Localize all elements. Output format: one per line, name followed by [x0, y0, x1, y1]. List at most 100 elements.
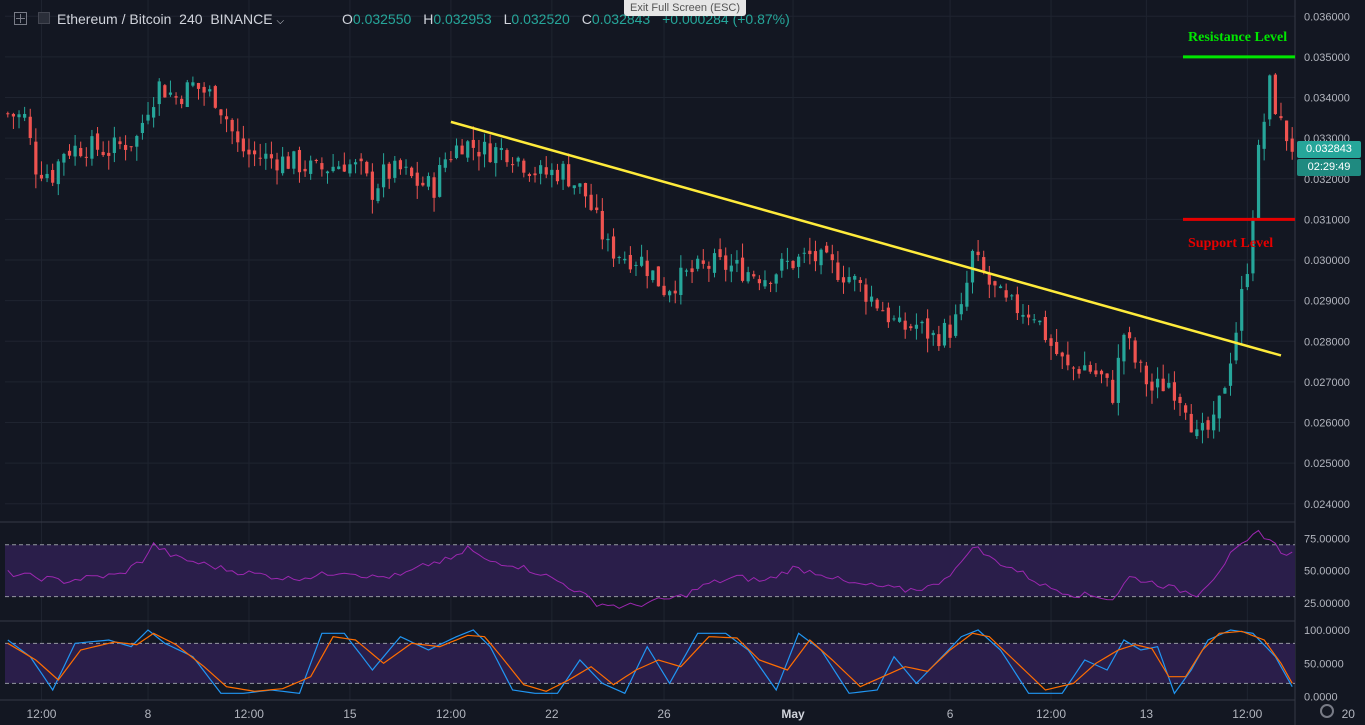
candle-body [185, 82, 189, 108]
candle-body [976, 251, 980, 256]
candle-body [140, 122, 145, 134]
candle-body [993, 281, 997, 286]
candle-body [965, 282, 969, 307]
candle-body [752, 274, 756, 277]
candle-body [841, 277, 846, 283]
interval-label: 240 [179, 11, 203, 27]
candle-body [1189, 413, 1193, 433]
candle-body [1032, 319, 1036, 321]
candle-body [987, 272, 991, 285]
candle-body [1127, 332, 1132, 339]
candle-body [67, 150, 72, 156]
gear-icon[interactable] [1320, 704, 1334, 718]
candle-body [802, 252, 806, 254]
candle-body [510, 164, 515, 166]
rsi-tick-label: 50.00000 [1304, 566, 1350, 578]
square-icon[interactable] [38, 12, 50, 24]
candle-body [309, 160, 313, 174]
candle-body [780, 258, 784, 271]
candle-body [634, 264, 638, 266]
candle-body [1055, 342, 1059, 354]
x-tick-label: 12:00 [436, 707, 466, 721]
candle-body [264, 153, 268, 159]
candle-body [1122, 334, 1126, 362]
candle-body [1021, 314, 1025, 317]
candle-body [415, 172, 419, 186]
candle-body [23, 113, 27, 118]
candle-body [331, 166, 335, 172]
candle-body [589, 194, 593, 210]
candle-body [696, 258, 700, 269]
candle-body [1223, 388, 1227, 394]
candle-body [118, 141, 122, 145]
candle-body [494, 147, 498, 164]
high-label: H [423, 11, 434, 27]
symbol-title[interactable]: Ethereum / Bitcoin 240 BINANCE ⌵ [57, 11, 284, 27]
candle-body [679, 267, 683, 296]
candle-body [550, 169, 554, 176]
candle-body [359, 158, 363, 162]
y-tick-label: 0.027000 [1304, 377, 1350, 389]
candle-body [948, 324, 952, 338]
candle-body [1144, 365, 1148, 385]
y-tick-label: 0.034000 [1304, 93, 1350, 105]
candle-body [1066, 354, 1070, 366]
stoch-k-line [7, 629, 1293, 695]
candle-body [51, 170, 55, 183]
candle-body [320, 163, 324, 170]
candle-body [825, 245, 829, 253]
candle-body [712, 253, 717, 273]
candle-body [488, 143, 492, 163]
x-tick-label: 20 [1342, 707, 1356, 721]
candle-body [236, 131, 240, 143]
candle-body [718, 249, 722, 258]
candle-body [84, 156, 88, 158]
candle-body [544, 167, 548, 175]
candle-body [926, 318, 930, 339]
candle-body [583, 183, 588, 197]
x-tick-label: May [781, 707, 805, 721]
x-tick-label: 26 [657, 707, 671, 721]
candle-body [1139, 361, 1143, 363]
candle-body [152, 107, 156, 118]
candle-body [1284, 120, 1289, 142]
candle-body [1071, 367, 1076, 369]
candle-body [174, 96, 178, 98]
candle-body [247, 149, 251, 155]
candle-body [897, 317, 902, 322]
candle-body [1038, 320, 1042, 323]
candle-body [79, 148, 83, 157]
candle-body [275, 159, 279, 171]
candle-body [505, 150, 509, 163]
candle-body [813, 251, 818, 262]
candle-body [281, 156, 285, 174]
candle-body [555, 169, 560, 182]
candle-body [1083, 365, 1087, 371]
stoch-tick-label: 0.0000 [1304, 692, 1338, 704]
candle-body [1099, 370, 1104, 375]
add-symbol-icon[interactable] [14, 12, 27, 25]
trend-line [450, 120, 1282, 357]
candle-body [1228, 363, 1233, 386]
candle-body [533, 173, 537, 176]
exit-fullscreen-button[interactable]: Exit Full Screen (ESC) [624, 0, 747, 16]
candle-body [73, 145, 77, 157]
candle-body [1060, 352, 1064, 357]
low-label: L [503, 11, 512, 27]
candle-body [499, 147, 503, 151]
candle-body [1290, 138, 1294, 152]
chevron-down-icon[interactable]: ⌵ [276, 16, 285, 27]
last-price-tag: 0.032843 [1297, 141, 1361, 158]
open-value: 0.032550 [352, 11, 412, 27]
candle-body [353, 162, 358, 165]
candle-body [443, 159, 447, 168]
candle-body [1116, 357, 1120, 403]
candle-body [623, 258, 627, 261]
y-tick-label: 0.026000 [1304, 418, 1350, 430]
candle-body [724, 255, 728, 270]
candle-body [645, 260, 649, 277]
candle-body [11, 113, 16, 117]
candle-body [639, 256, 644, 266]
candle-body [628, 254, 632, 270]
